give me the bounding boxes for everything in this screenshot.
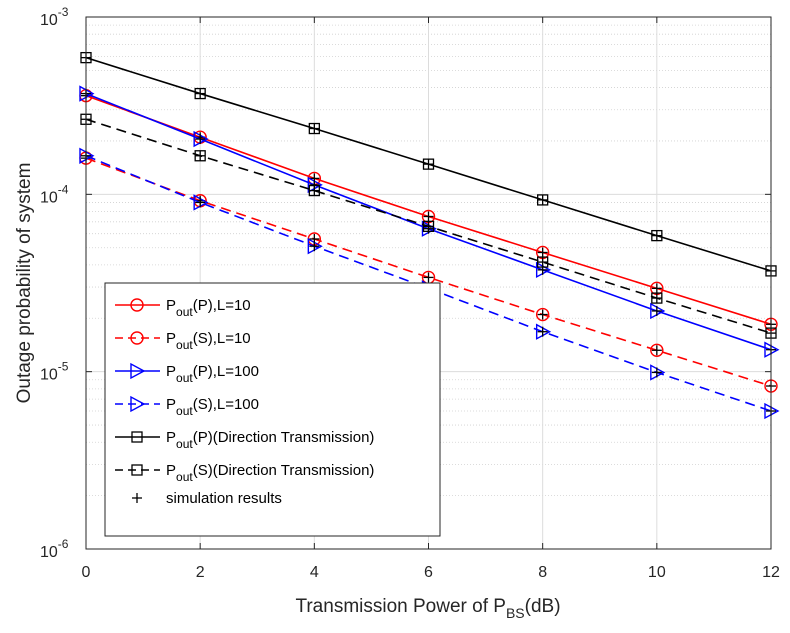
simulation-point xyxy=(651,230,662,241)
x-tick-label: 10 xyxy=(648,564,666,581)
simulation-point xyxy=(195,197,206,208)
simulation-point xyxy=(309,123,320,134)
legend-marker xyxy=(130,395,146,413)
simulation-point xyxy=(651,293,662,304)
legend-label: Pout(S),L=10 xyxy=(166,330,251,352)
legend-marker xyxy=(130,298,144,312)
simulation-point xyxy=(132,493,142,503)
x-tick-label: 8 xyxy=(538,564,547,581)
legend-marker xyxy=(130,362,146,380)
simulation-point xyxy=(423,221,434,232)
y-tick-label: 10-5 xyxy=(40,360,69,384)
legend-item: Pout(S),L=100 xyxy=(115,395,259,418)
legend-item: Pout(S)(Direction Transmission) xyxy=(115,462,374,484)
legend-item-simulation: simulation results xyxy=(132,490,282,507)
legend-marker xyxy=(130,331,144,345)
simulation-point xyxy=(537,326,548,337)
legend: Pout(P),L=10 Pout(S),L=10 Pout(P),L=100 Pou… xyxy=(104,282,441,537)
legend-label: Pout(P),L=10 xyxy=(166,297,251,319)
data-point xyxy=(650,343,664,357)
legend-item: Pout(P)(Direction Transmission) xyxy=(115,429,374,451)
x-tick-labels: 0 2 4 6 8 10 12 xyxy=(82,564,780,581)
axis-ticks xyxy=(85,16,772,550)
simulation-point xyxy=(651,367,662,378)
simulation-point xyxy=(651,345,662,356)
simulation-point xyxy=(195,134,206,145)
simulation-point xyxy=(423,211,434,222)
legend-marker xyxy=(131,464,143,476)
data-point xyxy=(535,307,550,322)
legend-marker xyxy=(131,431,143,443)
legend-label: simulation results xyxy=(166,490,282,507)
legend-label: Pout(P),L=100 xyxy=(166,363,259,385)
simulation-point xyxy=(537,247,548,258)
simulation-point xyxy=(309,185,320,196)
legend-box xyxy=(104,282,441,537)
simulation-point xyxy=(651,283,662,294)
simulation-point xyxy=(423,159,434,170)
legend-label: Pout(P)(Direction Transmission) xyxy=(166,429,374,451)
legend-item: Pout(P),L=10 xyxy=(115,297,251,319)
x-tick-label: 12 xyxy=(762,564,780,581)
x-tick-label: 4 xyxy=(310,564,319,581)
simulation-point xyxy=(309,241,320,252)
x-tick-label: 6 xyxy=(424,564,433,581)
simulation-point xyxy=(537,194,548,205)
legend-item: Pout(P),L=100 xyxy=(115,362,259,385)
x-tick-label: 2 xyxy=(196,564,205,581)
series-4 xyxy=(80,51,777,277)
legend-label: Pout(S)(Direction Transmission) xyxy=(166,462,374,484)
simulation-point xyxy=(537,309,548,320)
simulation-point xyxy=(195,150,206,161)
x-tick-label: 0 xyxy=(82,564,91,581)
y-tick-label: 10-3 xyxy=(40,5,69,29)
y-tick-label: 10-4 xyxy=(40,182,69,206)
simulation-point xyxy=(195,88,206,99)
y-tick-label: 10-6 xyxy=(40,537,69,561)
simulation-point xyxy=(423,272,434,283)
simulation-point xyxy=(537,257,548,268)
legend-label: Pout(S),L=100 xyxy=(166,396,259,418)
simulation-point xyxy=(651,305,662,316)
x-axis-title: Transmission Power of PBS(dB) xyxy=(295,596,560,621)
y-axis-title: Outage probability of system xyxy=(14,163,35,404)
y-tick-labels: 10-6 10-5 10-4 10-3 xyxy=(40,5,69,561)
legend-item: Pout(S),L=10 xyxy=(115,330,251,352)
